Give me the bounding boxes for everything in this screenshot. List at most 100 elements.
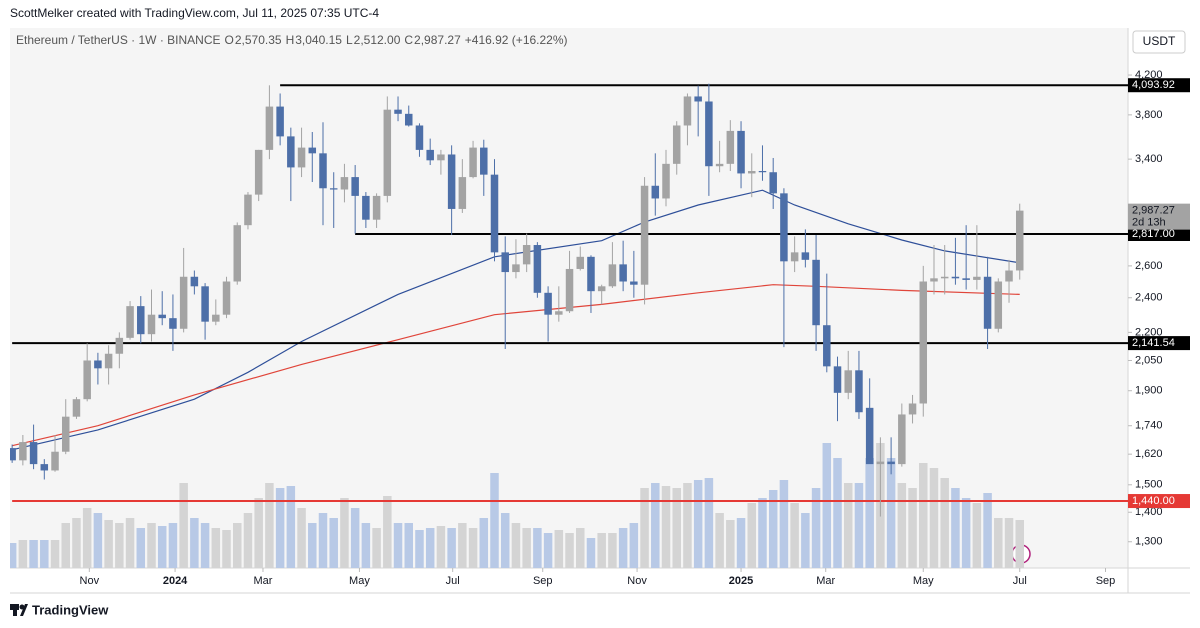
volume-bar	[243, 513, 253, 568]
volume-bar	[897, 483, 907, 568]
candle-body	[855, 370, 863, 413]
volume-bar	[179, 483, 188, 568]
candle-body	[287, 136, 295, 168]
volume-bar	[886, 458, 896, 568]
candle-body	[833, 366, 842, 393]
volume-bar	[972, 503, 982, 568]
volume-bar	[18, 540, 28, 568]
y-tick-label: 2,600	[1135, 260, 1163, 272]
candle-body	[876, 461, 885, 465]
volume-bar	[919, 463, 928, 568]
price-label-box	[1128, 336, 1190, 351]
price-label: 1,440.00	[1132, 495, 1175, 507]
volume-bar	[286, 486, 296, 568]
y-tick-label: 1,300	[1135, 536, 1163, 548]
candle-body	[748, 171, 756, 174]
candle-body	[565, 268, 574, 312]
volume-bar	[811, 488, 821, 568]
volume-bar	[576, 528, 585, 568]
x-tick-label: Sep	[1096, 575, 1116, 587]
candle-body	[576, 256, 585, 269]
candle-body	[244, 194, 252, 226]
candle-body	[104, 353, 113, 369]
y-tick-label: 2,200	[1135, 326, 1163, 338]
volume-bar	[190, 518, 199, 568]
volume-bar	[533, 528, 542, 568]
volume-bar	[40, 540, 49, 568]
candle-body	[983, 276, 992, 329]
last-price-box	[1128, 203, 1190, 230]
candle-body	[651, 185, 660, 199]
y-tick-label: 3,400	[1135, 153, 1163, 165]
volume-bar	[961, 498, 971, 568]
candle-body	[844, 370, 852, 393]
candle-body	[726, 130, 735, 164]
x-tick-label: May	[913, 575, 934, 587]
volume-bar	[597, 533, 606, 568]
volume-bar	[983, 493, 992, 568]
candle-body	[501, 252, 509, 273]
volume-bar	[940, 478, 949, 568]
candle-body	[94, 360, 102, 369]
candle-body	[919, 281, 928, 404]
volume-bar	[479, 518, 489, 568]
candle-body	[404, 113, 413, 126]
candle-body	[394, 109, 402, 114]
candle-body	[190, 276, 199, 287]
volume-bar	[554, 530, 564, 568]
candle-body	[83, 360, 91, 400]
candle-body	[597, 286, 606, 292]
candle-body	[276, 106, 284, 137]
price-label: 2,141.54	[1132, 337, 1175, 349]
candle-body	[254, 149, 263, 195]
ohlc-value: 3,040.15	[295, 33, 342, 47]
candle-body	[362, 195, 370, 220]
candle-body	[801, 252, 810, 260]
volume-bar	[425, 528, 435, 568]
currency-box	[1132, 30, 1186, 54]
volume-bar	[254, 498, 263, 568]
volume-bar	[693, 480, 703, 568]
y-tick-label: 1,620	[1135, 448, 1163, 460]
volume-bar	[318, 513, 328, 568]
candle-body	[29, 442, 38, 465]
volume-bar	[994, 518, 1003, 568]
candle-body	[329, 188, 338, 190]
volume-bar	[72, 518, 81, 568]
candle-body	[812, 259, 820, 326]
ohlc-key: C	[404, 33, 413, 47]
volume-bar	[50, 540, 60, 568]
candle-body	[630, 281, 638, 285]
volume-bar	[629, 523, 639, 568]
volume-bar	[715, 513, 724, 568]
volume-bar	[308, 523, 317, 568]
volume-bar	[458, 523, 467, 568]
volume-bar	[640, 488, 649, 568]
volume-bar	[383, 496, 392, 568]
volume-bar	[683, 483, 692, 568]
candle-body	[340, 177, 349, 190]
candle-body	[308, 147, 317, 154]
x-tick-label: Nov	[627, 575, 647, 587]
ohlc-key: O	[225, 33, 234, 47]
volume-bar	[822, 443, 832, 568]
candle-body	[319, 153, 327, 189]
volume-bar	[415, 530, 424, 568]
candle-body	[640, 185, 649, 285]
candle-body	[61, 416, 70, 452]
candle-body	[930, 278, 938, 282]
candle-body	[715, 163, 724, 167]
volume-bar	[833, 458, 842, 568]
candle-body	[951, 276, 960, 279]
candle-body	[458, 177, 467, 209]
x-tick-label: Sep	[533, 575, 553, 587]
volume-bar	[125, 518, 135, 568]
volume-bar	[157, 526, 167, 568]
ohlc-key: L	[346, 33, 353, 47]
moving-average	[11, 189, 1020, 451]
volume-bar	[500, 513, 510, 568]
x-tick-label: 2024	[163, 575, 188, 587]
volume-bar	[372, 528, 381, 568]
